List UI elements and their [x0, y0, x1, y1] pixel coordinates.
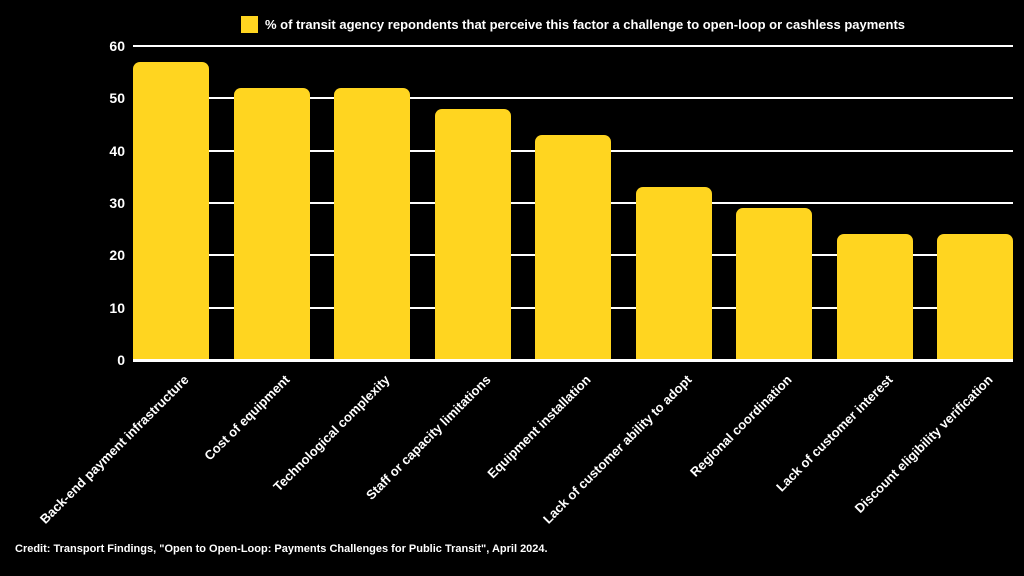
y-tick-label: 30: [109, 195, 125, 211]
legend-label: % of transit agency repondents that perc…: [264, 16, 906, 32]
y-tick-label: 40: [109, 142, 125, 159]
x-category-label: Discount eligibility verification: [851, 372, 996, 516]
x-category-label: Lack of customer interest: [772, 372, 896, 495]
y-tick-label: 0: [117, 352, 125, 368]
bar: [937, 234, 1013, 360]
y-tick-label: 60: [109, 38, 125, 54]
credit-text: Credit: Transport Findings, "Open to Ope…: [15, 543, 548, 555]
bar: [434, 108, 511, 360]
y-tick-label: 20: [109, 247, 125, 264]
bar: [736, 208, 812, 360]
bar: [233, 87, 310, 360]
legend-swatch-icon: [240, 15, 258, 33]
x-axis-line: [133, 359, 1013, 362]
y-tick-label: 10: [109, 299, 125, 316]
gridline: [133, 45, 1013, 47]
bar: [635, 187, 712, 360]
bar: [133, 61, 209, 360]
plot-area: [133, 45, 1013, 360]
bar: [334, 87, 410, 360]
x-category-label: Regional coordination: [686, 372, 795, 480]
bars-layer: [133, 46, 1013, 360]
bar: [836, 234, 913, 360]
y-tick-label: 50: [109, 90, 125, 107]
legend: % of transit agency repondents that perc…: [133, 13, 1013, 35]
bar: [535, 134, 611, 360]
gridline: [133, 97, 1013, 100]
